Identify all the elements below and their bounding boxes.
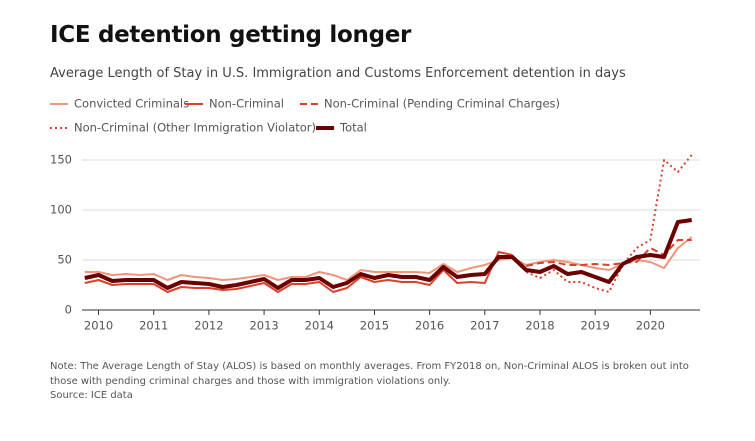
x-tick-label: 2014 xyxy=(305,319,334,333)
source: Source: ICE data xyxy=(50,390,133,401)
legend-label: Non-Criminal xyxy=(209,97,284,111)
x-tick-label: 2020 xyxy=(636,319,665,333)
y-tick-label: 0 xyxy=(65,303,72,317)
legend-label: Non-Criminal (Other Immigration Violator… xyxy=(74,121,316,135)
x-tick-label: 2010 xyxy=(84,319,113,333)
series-line xyxy=(84,218,692,290)
x-tick-label: 2013 xyxy=(249,319,278,333)
chart-subtitle: Average Length of Stay in U.S. Immigrati… xyxy=(50,66,626,81)
x-tick-label: 2016 xyxy=(415,319,444,333)
y-tick-label: 50 xyxy=(57,253,72,267)
chart-title: ICE detention getting longer xyxy=(50,22,412,48)
legend-label: Non-Criminal (Pending Criminal Charges) xyxy=(324,97,560,111)
series-line xyxy=(84,236,693,281)
x-tick-label: 2018 xyxy=(525,319,554,333)
x-tick-label: 2017 xyxy=(470,319,499,333)
x-tick-label: 2012 xyxy=(194,319,223,333)
x-tick-label: 2019 xyxy=(581,319,610,333)
x-tick-label: 2015 xyxy=(360,319,389,333)
legend-label: Total xyxy=(339,121,367,135)
y-tick-label: 150 xyxy=(50,153,72,167)
series-line xyxy=(84,251,513,293)
series-line xyxy=(525,154,693,293)
legend-label: Convicted Criminals xyxy=(74,97,189,111)
y-tick-label: 100 xyxy=(50,203,72,217)
x-tick-label: 2011 xyxy=(139,319,168,333)
note: Note: The Average Length of Stay (ALOS) … xyxy=(50,361,689,387)
